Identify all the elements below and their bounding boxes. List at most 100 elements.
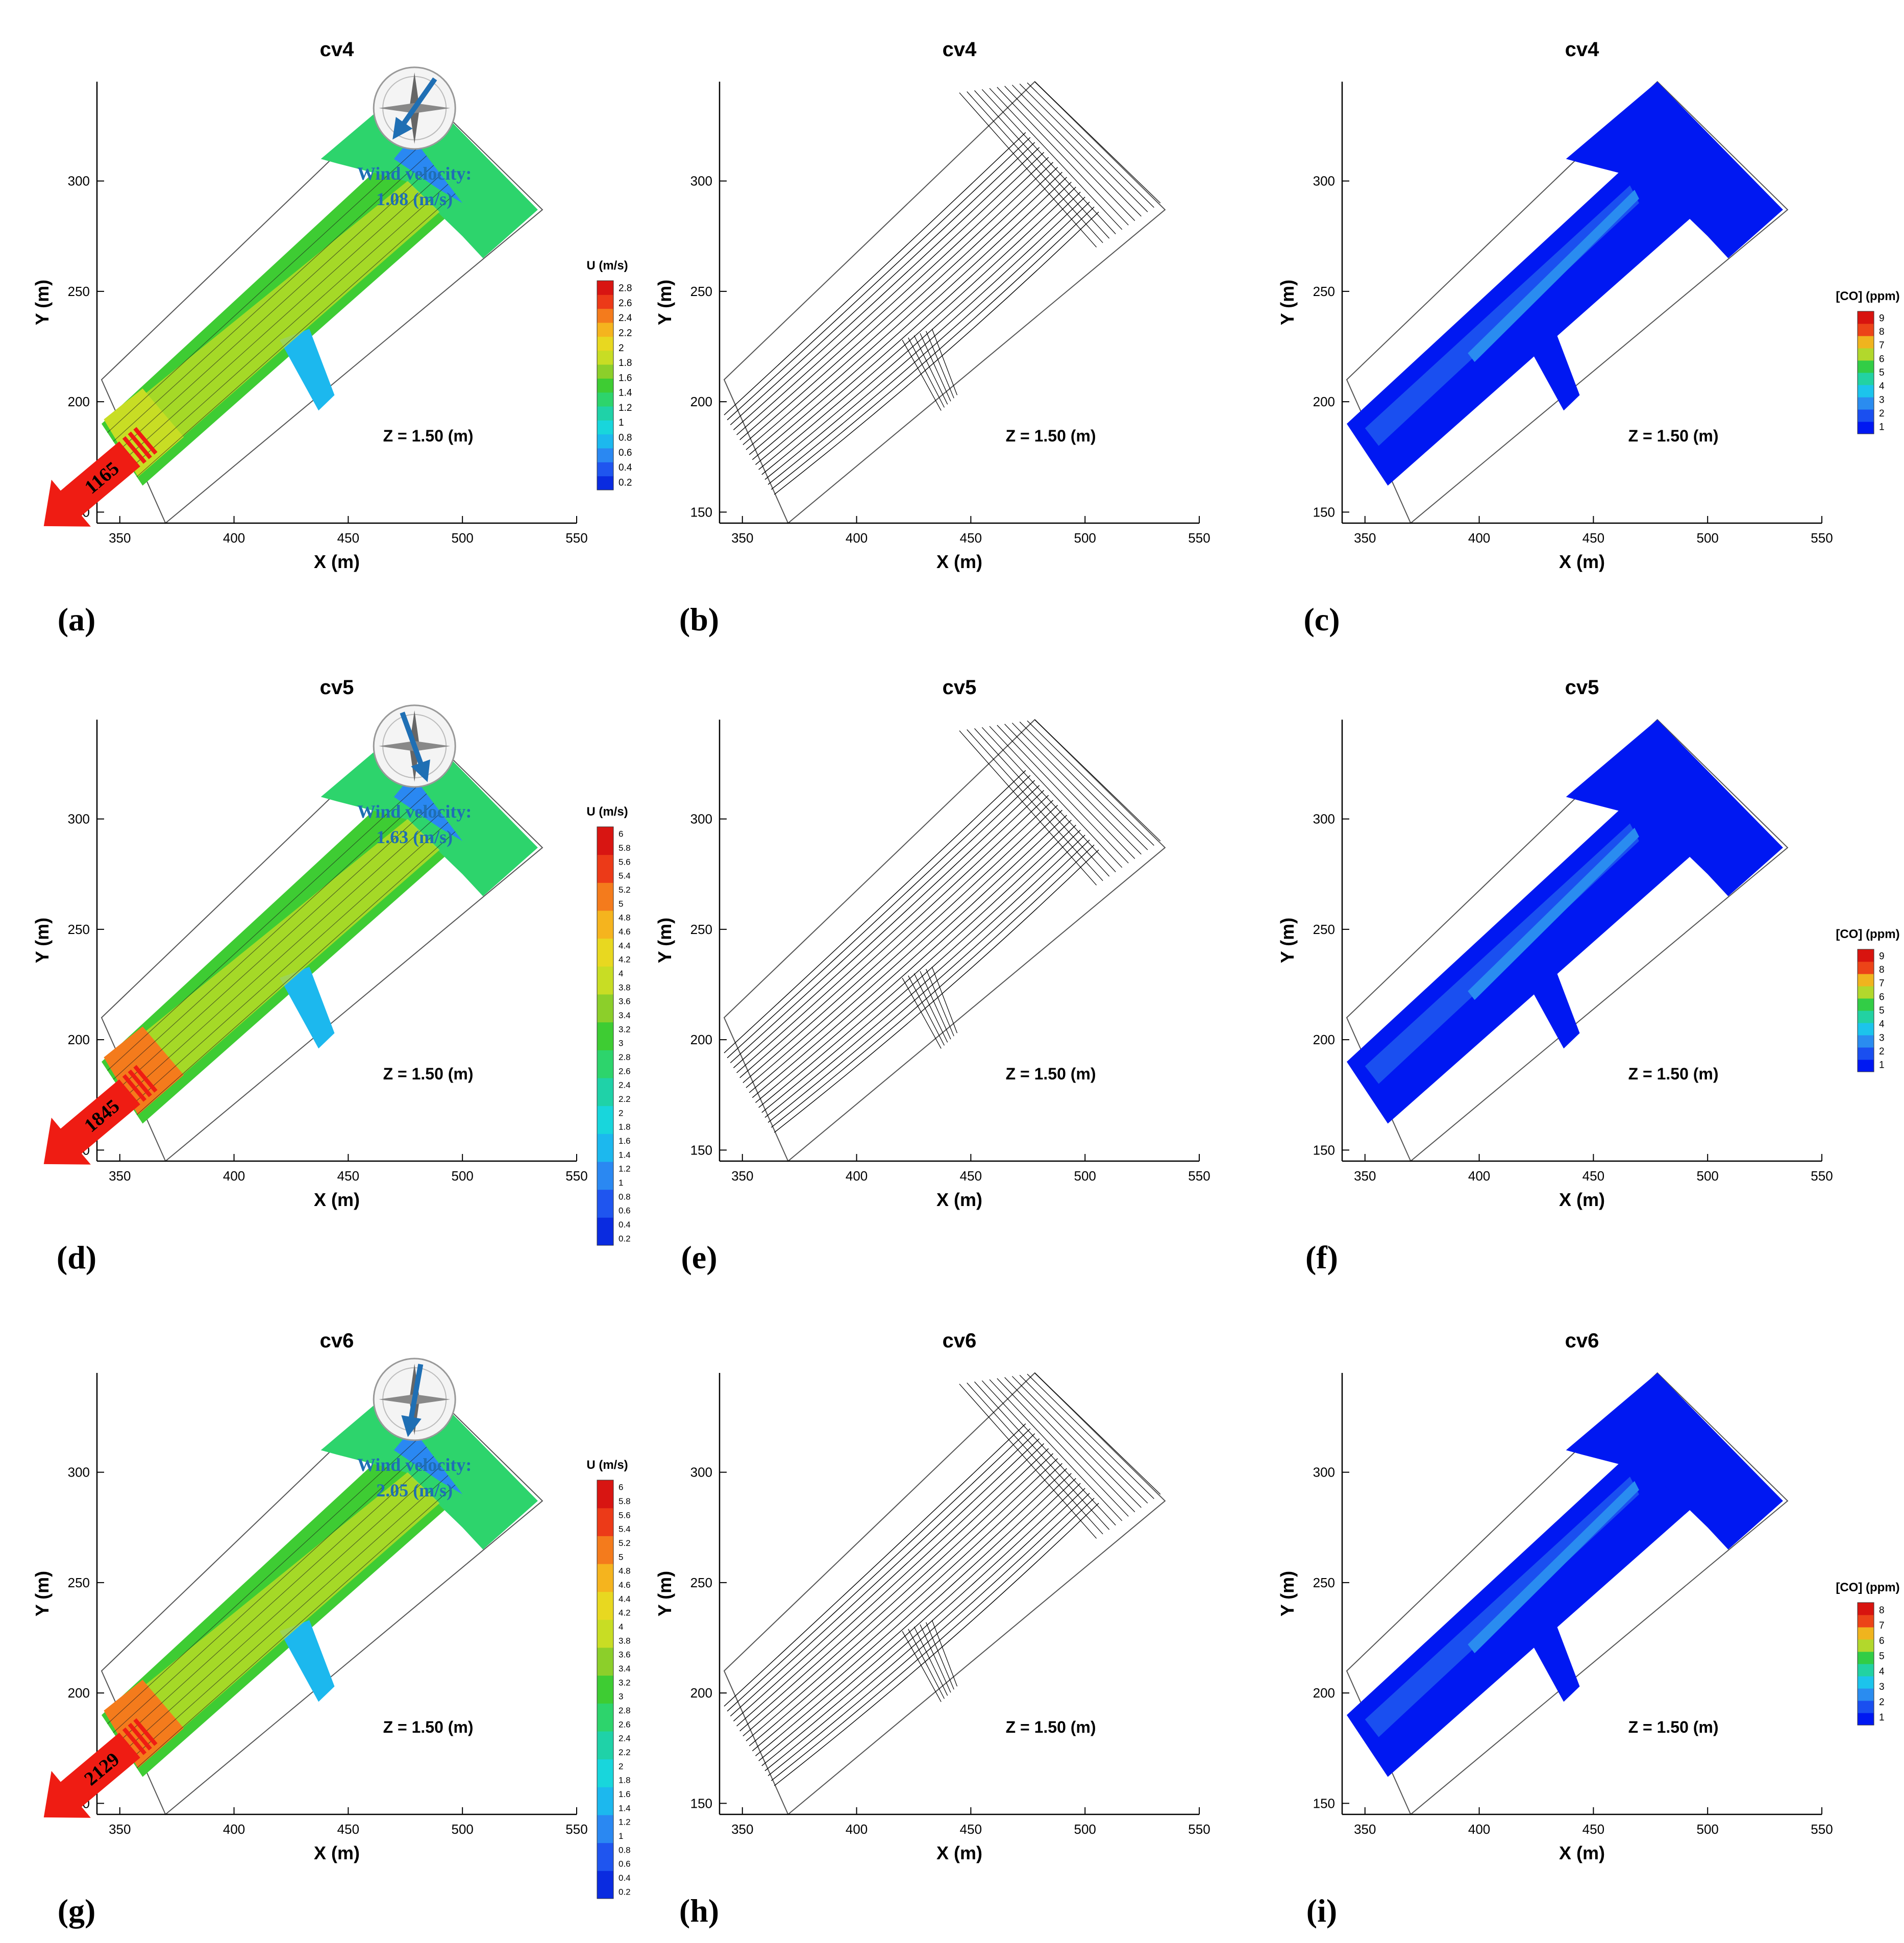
colorbar-tick-label: 4 (1879, 1666, 1885, 1677)
colorbar-tick-label: 3.2 (619, 1678, 631, 1687)
wind-direction-arrow (401, 1364, 424, 1437)
streamline (959, 1384, 1097, 1539)
colorbar-title: U (m/s) (586, 805, 628, 819)
colorbar-swatch (1858, 336, 1874, 349)
colorbar-tick-label: 0.8 (619, 433, 632, 444)
panel-c: cv4 350 400 450 500 550 150 200 250 300 X (m) Y (m)… (1277, 38, 1900, 637)
colorbar-tick-label: 3.8 (619, 982, 631, 992)
streamline (768, 202, 1090, 485)
x-tick-label: 400 (846, 1822, 868, 1837)
streamline (771, 844, 1095, 1128)
colorbar-swatch (597, 938, 613, 967)
streamline (764, 1488, 1085, 1772)
colorbar-tick-label: 6 (1879, 354, 1885, 364)
contour-line (131, 1475, 449, 1760)
panel-f: cv5 350 400 450 500 550 150 200 250 300 X (m) Y (m)… (1277, 676, 1900, 1275)
streamline (771, 206, 1095, 490)
traffic-arrow-bar (128, 431, 152, 459)
case-title: cv5 (1565, 676, 1599, 699)
streamline (967, 1383, 1103, 1535)
street-field (1347, 775, 1708, 1124)
panel-b: cv4 350 400 450 500 550 150 200 250 300 X (m) Y (m)… (654, 38, 1210, 637)
streamline (752, 177, 1067, 460)
y-tick-label: 300 (690, 1465, 712, 1480)
contour-line (131, 184, 449, 469)
colorbar-swatch (1858, 949, 1874, 962)
colorbar-tick-label: 2 (1879, 1697, 1885, 1708)
x-tick-label: 400 (223, 1822, 245, 1837)
plane-label: Z = 1.50 (m) (1628, 427, 1719, 445)
x-tick-label: 450 (960, 1822, 982, 1837)
x-tick-label: 400 (846, 1168, 868, 1184)
streamline (761, 829, 1081, 1113)
colorbar-swatch (1858, 360, 1874, 373)
co-plume-core (1468, 1481, 1639, 1654)
colorbar-swatch (597, 462, 613, 477)
streamline (1004, 724, 1135, 859)
colorbar-swatch (597, 1050, 613, 1078)
colorbar-swatch (597, 1078, 613, 1106)
street-field (1347, 1428, 1708, 1777)
streamline (749, 809, 1062, 1093)
colorbar-tick-label: 1.4 (619, 388, 632, 399)
colorbar-swatch (597, 1871, 613, 1899)
traffic-arrow-bar (133, 1065, 158, 1093)
contour-line (136, 1484, 456, 1768)
co-plume-core (1468, 189, 1639, 362)
traffic-arrow-bar (122, 1074, 147, 1102)
streamline (727, 775, 1031, 1059)
colorbar-tick-label: 6 (1879, 1636, 1885, 1646)
colorbar-swatch (597, 827, 613, 855)
colorbar-tick-label: 5.8 (619, 843, 631, 853)
panel-label: (h) (679, 1892, 719, 1929)
colorbar-tick-label: 1 (1879, 1712, 1885, 1723)
x-tick-label: 450 (1582, 1822, 1604, 1837)
x-tick-label: 400 (846, 530, 868, 546)
colorbar-tick-label: 1.8 (619, 358, 632, 368)
colorbar-tick-label: 4 (1879, 1019, 1885, 1030)
colorbar-swatch (1858, 1713, 1874, 1726)
streamline (724, 770, 1026, 1053)
velocity-core (124, 1472, 440, 1759)
y-tick-label: 300 (68, 174, 90, 189)
colorbar-swatch (597, 378, 613, 393)
colorbar-tick-label: 5.2 (619, 1538, 631, 1548)
inlet-high-velocity (104, 1680, 184, 1768)
colorbar-tick-label: 2.8 (619, 283, 632, 294)
colorbar-tick-label: 2.2 (619, 328, 632, 339)
streamline (761, 1483, 1081, 1766)
contour-line (119, 803, 434, 1089)
panel-h: cv6 350 400 450 500 550 150 200 250 300 X (m) Y (m)… (654, 1330, 1210, 1929)
contour-line (107, 784, 420, 1071)
y-tick-label: 250 (1313, 922, 1335, 937)
contour-line (107, 146, 420, 433)
streamline (926, 1622, 954, 1690)
panel-e: cv5 350 400 450 500 550 150 200 250 300 X (m) Y (m)… (654, 676, 1210, 1275)
panel-label: (g) (58, 1892, 96, 1929)
colorbar-swatch (1858, 1603, 1874, 1615)
colorbar-swatch (597, 994, 613, 1023)
traffic-arrow-bar (133, 427, 158, 455)
y-axis-label: Y (m) (32, 918, 53, 963)
colorbar-tick-label: 4 (1879, 381, 1885, 392)
junction-field (1566, 82, 1783, 258)
colorbar-swatch (1858, 1701, 1874, 1713)
colorbar-tick-label: 2 (619, 1761, 623, 1771)
x-tick-label: 500 (1074, 1822, 1096, 1837)
contour-line (113, 155, 427, 442)
colorbar-swatch (597, 1842, 613, 1871)
streamline (920, 1624, 951, 1693)
wind-label: Wind velocity: (357, 1455, 472, 1475)
colorbar-swatch (597, 1675, 613, 1704)
streamline (746, 805, 1058, 1088)
y-tick-label: 150 (690, 504, 712, 520)
case-title: cv6 (1565, 1330, 1599, 1352)
colorbar: U (m/s) 0.2 0.4 0.6 0.8 1 1.2 1.4 1.6 1.8 2 2.2 2.4 2… (586, 259, 632, 490)
streamline (739, 157, 1049, 440)
colorbar-swatch (597, 1619, 613, 1648)
wind-arrow-shaft (408, 1364, 424, 1423)
streamline (768, 840, 1090, 1123)
colorbar-frame (1857, 1602, 1874, 1726)
street-field (1347, 137, 1708, 486)
